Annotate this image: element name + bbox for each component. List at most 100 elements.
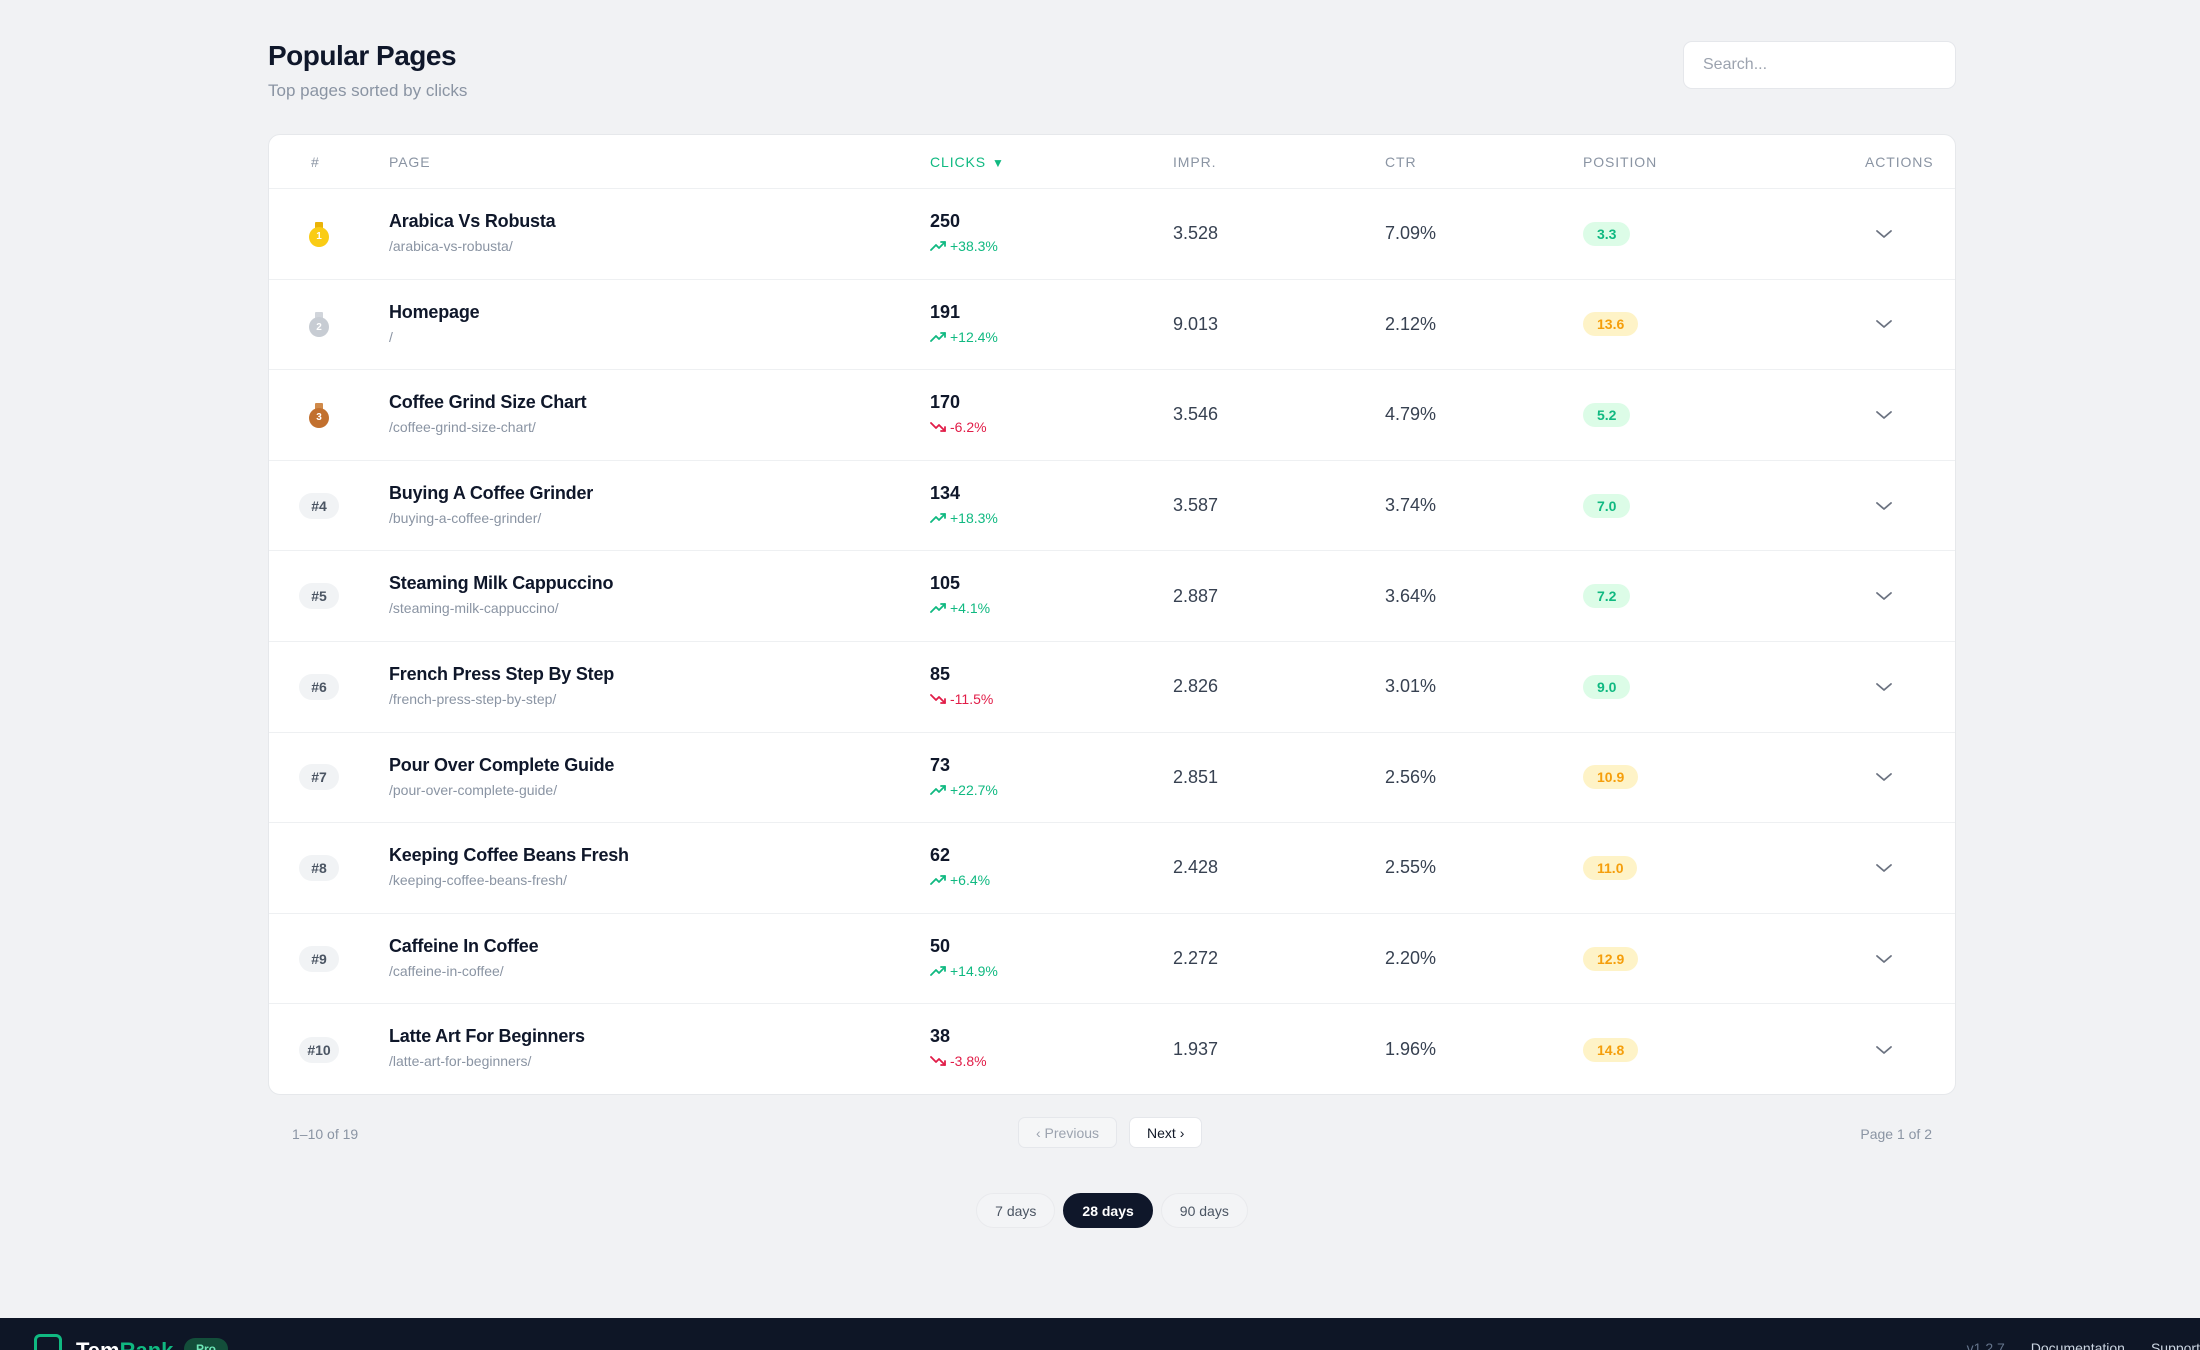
column-header-position[interactable]: POSITION — [1583, 154, 1657, 170]
clicks-cell: 105 +4.1% — [930, 573, 990, 616]
expand-row-button[interactable] — [1875, 551, 1893, 641]
rank-badge: #7 — [299, 764, 339, 791]
table-row[interactable]: #6 French Press Step By Step/french-press… — [269, 642, 1955, 733]
table-row[interactable]: 2 Homepage / 191 +12.4% 9.013 2.12% 13.6 — [269, 280, 1955, 371]
ctr-value: 2.20% — [1385, 948, 1437, 969]
pagination-buttons: ‹ Previous Next › — [1018, 1117, 1203, 1148]
ctr-value: 4.79% — [1385, 404, 1437, 425]
page-url: /coffee-grind-size-chart/ — [389, 419, 536, 436]
page-cell[interactable]: Keeping Coffee Beans Fresh/keeping-coffe… — [389, 845, 629, 888]
page-name: Arabica Vs Robusta — [389, 211, 556, 231]
page-url: /pour-over-complete-guide/ — [389, 781, 558, 798]
page-url: /steaming-milk-cappuccino/ — [389, 600, 559, 617]
position-badge: 9.0 — [1583, 674, 1631, 699]
page-name: Coffee Grind Size Chart — [389, 392, 587, 413]
page-name: Keeping Coffee Beans Fresh — [389, 845, 629, 866]
previous-page-button[interactable]: ‹ Previous — [1018, 1117, 1118, 1148]
table-row[interactable]: 1 Arabica Vs Robusta/arabica-vs-robusta/2… — [269, 189, 1955, 280]
app-footer: TemRank Pro v1.2.7 Documentation Support — [0, 1318, 2200, 1350]
expand-row-button[interactable] — [1875, 1004, 1893, 1094]
table-row[interactable]: #10 Latte Art For Beginners/latte-art-for… — [269, 1004, 1955, 1094]
page-cell[interactable]: Homepage / — [389, 302, 480, 345]
clicks-cell: 134 +18.3% — [930, 483, 998, 526]
table-row[interactable]: #9 Caffeine In Coffee/caffeine-in-coffee/… — [269, 914, 1955, 1005]
trending-up-icon — [930, 965, 950, 977]
documentation-link[interactable]: Documentation — [2030, 1340, 2125, 1350]
column-header-page-label: PAGE — [389, 154, 431, 170]
clicks-value: 170 — [930, 392, 961, 413]
page-cell[interactable]: Caffeine In Coffee/caffeine-in-coffee/ — [389, 936, 539, 979]
sort-desc-icon: ▼ — [991, 156, 1005, 170]
table-row[interactable]: #4 Buying A Coffee Grinder/buying-a-coffe… — [269, 461, 1955, 552]
column-header-clicks-label: CLICKS — [930, 154, 986, 170]
range-7-days[interactable]: 7 days — [976, 1193, 1056, 1228]
rank-cell: 2 — [289, 280, 349, 370]
position-badge: 3.3 — [1583, 221, 1631, 246]
rank-cell: 1 — [289, 189, 349, 279]
expand-row-button[interactable] — [1875, 733, 1893, 823]
ctr-value: 1.96% — [1385, 1039, 1437, 1060]
column-header-page[interactable]: PAGE — [389, 154, 430, 170]
position-cell: 10.9 — [1583, 733, 1639, 823]
impressions-value: 2.272 — [1173, 948, 1219, 969]
range-28-days[interactable]: 28 days — [1063, 1193, 1153, 1228]
expand-row-button[interactable] — [1875, 370, 1893, 460]
footer-links: v1.2.7 Documentation Support — [1967, 1340, 2200, 1350]
column-header-position-label: POSITION — [1583, 154, 1658, 170]
clicks-value: 62 — [930, 845, 951, 866]
clicks-cell: 38 -3.8% — [930, 1026, 987, 1069]
page-cell[interactable]: Arabica Vs Robusta/arabica-vs-robusta/ — [389, 211, 556, 254]
rank-badge: #8 — [299, 854, 339, 881]
rank-cell: #10 — [289, 1004, 349, 1094]
chevron-down-icon — [1875, 772, 1893, 782]
clicks-delta: -3.8% — [930, 1053, 987, 1069]
clicks-value: 73 — [930, 754, 951, 775]
pagination: 1–10 of 19 ‹ Previous Next › Page 1 of 2 — [268, 1110, 1956, 1148]
page-cell[interactable]: Buying A Coffee Grinder/buying-a-coffee-… — [389, 483, 593, 526]
expand-row-button[interactable] — [1875, 823, 1893, 913]
column-header-impr[interactable]: IMPR. — [1173, 154, 1216, 170]
impressions-value: 2.887 — [1173, 585, 1219, 606]
expand-row-button[interactable] — [1875, 914, 1893, 1004]
position-badge: 13.6 — [1583, 312, 1639, 337]
table-row[interactable]: #5 Steaming Milk Cappuccino/steaming-milk… — [269, 551, 1955, 642]
column-header-clicks[interactable]: CLICKS ▼ — [930, 154, 1005, 170]
page-subtitle: Top pages sorted by clicks — [268, 81, 468, 100]
clicks-delta: +14.9% — [930, 963, 998, 979]
expand-row-button[interactable] — [1875, 642, 1893, 732]
ctr-value: 3.01% — [1385, 676, 1437, 697]
table-row[interactable]: 3 Coffee Grind Size Chart/coffee-grind-si… — [269, 370, 1955, 461]
table-body: 1 Arabica Vs Robusta/arabica-vs-robusta/2… — [269, 189, 1955, 1094]
position-badge: 10.9 — [1583, 765, 1639, 790]
gold-medal-icon: 1 — [309, 221, 329, 247]
expand-row-button[interactable] — [1875, 189, 1893, 279]
brand-name-part-2: Rank — [120, 1338, 174, 1350]
clicks-cell: 50 +14.9% — [930, 936, 998, 979]
brand-logo-icon — [34, 1334, 62, 1350]
table-row[interactable]: #8 Keeping Coffee Beans Fresh/keeping-cof… — [269, 823, 1955, 914]
search-input[interactable] — [1683, 41, 1956, 89]
clicks-value: 134 — [930, 482, 961, 503]
page-title: Popular Pages — [268, 40, 457, 71]
expand-row-button[interactable] — [1875, 461, 1893, 551]
table-header: # PAGE CLICKS ▼ IMPR. CTR POSITION ACTION… — [269, 135, 1955, 189]
page-cell[interactable]: Latte Art For Beginners/latte-art-for-be… — [389, 1026, 585, 1069]
range-90-days[interactable]: 90 days — [1160, 1193, 1248, 1228]
support-link[interactable]: Support — [2150, 1340, 2200, 1350]
expand-row-button[interactable] — [1875, 280, 1893, 370]
chevron-down-icon — [1875, 591, 1893, 601]
rank-cell: 3 — [289, 370, 349, 460]
clicks-value: 105 — [930, 573, 961, 594]
ctr-value: 2.56% — [1385, 766, 1437, 787]
chevron-down-icon — [1875, 319, 1893, 329]
position-cell: 13.6 — [1583, 280, 1639, 370]
page-cell[interactable]: French Press Step By Step/french-press-s… — [389, 664, 614, 707]
chevron-down-icon — [1875, 1045, 1893, 1055]
page-cell[interactable]: Pour Over Complete Guide/pour-over-compl… — [389, 755, 614, 798]
next-page-button[interactable]: Next › — [1129, 1117, 1203, 1148]
popular-pages-panel: Popular Pages Top pages sorted by clicks… — [268, 0, 1956, 1228]
table-row[interactable]: #7 Pour Over Complete Guide/pour-over-com… — [269, 733, 1955, 824]
column-header-ctr[interactable]: CTR — [1385, 154, 1416, 170]
page-cell[interactable]: Steaming Milk Cappuccino/steaming-milk-c… — [389, 573, 613, 616]
page-cell[interactable]: Coffee Grind Size Chart/coffee-grind-siz… — [389, 392, 587, 436]
